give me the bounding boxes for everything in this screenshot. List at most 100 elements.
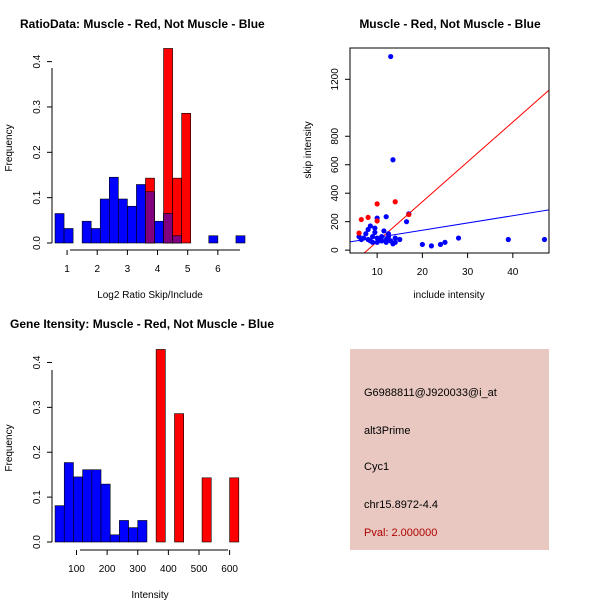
red-point [406, 211, 412, 218]
scatter-points [356, 53, 548, 249]
red-point [374, 218, 380, 224]
blue-bar [91, 469, 102, 543]
y-tick-label: 200 [330, 213, 341, 230]
y-tick-label: 0.0 [32, 236, 43, 250]
ratio-histogram-panel: RatioData: Muscle - Red, Not Muscle - Bl… [4, 17, 265, 301]
pval-text: Pval: 2.000000 [364, 527, 437, 539]
scatter-y-label: skip intensity [303, 121, 314, 178]
red-bar [181, 113, 192, 244]
x-tick-label: 400 [160, 564, 177, 575]
info-panel: G6988811@J920033@i_at alt3Prime Cyc1 chr… [350, 349, 549, 550]
blue-point [392, 235, 398, 241]
blue-bar [109, 534, 120, 543]
blue-point [419, 241, 425, 248]
intensity-chart-title: Gene Itensity: Muscle - Red, Not Muscle … [10, 317, 274, 331]
blue-point [437, 241, 444, 248]
blue-bar [73, 476, 83, 543]
y-tick-label: 0.4 [32, 355, 43, 369]
blue-point [381, 228, 387, 234]
blue-bar [154, 220, 164, 244]
blue-bar [99, 198, 110, 244]
y-tick-label: 600 [330, 156, 341, 173]
blue-point [360, 235, 367, 241]
x-tick-label: 500 [191, 564, 208, 575]
location-text: chr15.8972-4.4 [364, 499, 438, 511]
y-tick-label: 800 [330, 127, 341, 144]
blue-bar [136, 184, 146, 244]
blue-bar [63, 228, 74, 244]
blue-point [403, 219, 410, 225]
blue-point [383, 239, 389, 245]
blue-bar [208, 235, 219, 244]
blue-point [379, 234, 385, 240]
scatter-chart-title: Muscle - Red, Not Muscle - Blue [359, 17, 541, 31]
y-tick-label: 0.1 [32, 190, 43, 204]
x-tick-label: 6 [215, 264, 221, 275]
blue-bar [63, 462, 74, 543]
blue-point [372, 225, 378, 231]
intensity-bars [54, 349, 240, 543]
scatter-plot-box [349, 47, 550, 254]
y-tick-label: 0.3 [32, 400, 43, 414]
blue-bar [137, 520, 148, 543]
blue-bar [127, 205, 137, 244]
blue-point [505, 236, 511, 243]
blue-point [390, 157, 396, 163]
blue-bar [100, 483, 111, 543]
blue-bar [235, 235, 246, 244]
red-bar [201, 477, 212, 543]
scatter-y-ticks: 0 200 400 600 800 1200 [330, 68, 350, 253]
red-bar [155, 349, 166, 543]
overlap-bar [163, 213, 173, 244]
blue-bar [90, 228, 101, 244]
blue-point [370, 239, 376, 245]
blue-point [370, 234, 376, 240]
ratio-y-ticks: 0.0 0.1 0.2 0.3 0.4 [32, 54, 52, 250]
red-point [392, 199, 398, 205]
blue-bar [119, 520, 129, 543]
x-tick-label: 600 [221, 564, 238, 575]
intensity-histogram-panel: Gene Itensity: Muscle - Red, Not Muscle … [4, 317, 274, 600]
event-type-text: alt3Prime [364, 425, 410, 437]
red-bar [174, 413, 184, 543]
blue-bar [108, 176, 119, 244]
blue-point [428, 243, 435, 249]
intensity-y-label: Frequency [4, 424, 15, 471]
blue-point [385, 234, 392, 240]
blue-bar [82, 469, 93, 543]
red-bar [172, 177, 182, 244]
overlap-bar [145, 191, 155, 244]
blue-bar [54, 505, 65, 543]
scatter-x-label: include intensity [413, 290, 484, 301]
red-point [374, 201, 380, 207]
x-tick-label: 2 [94, 264, 100, 275]
x-tick-label: 20 [417, 267, 429, 278]
x-tick-label: 5 [185, 264, 191, 275]
scatter-regression-lines [349, 89, 550, 254]
x-tick-label: 40 [507, 267, 519, 278]
blue-point [392, 239, 398, 245]
intensity-x-ticks: 100 200 300 400 500 600 [68, 550, 238, 575]
y-tick-label: 0.3 [32, 100, 43, 114]
red-bar [229, 477, 240, 543]
gene-name-text: Cyc1 [364, 461, 389, 473]
y-tick-label: 400 [330, 184, 341, 201]
blue-point [541, 236, 548, 243]
intensity-x-label: Intensity [131, 590, 168, 600]
probe-id-text: G6988811@J920033@i_at [364, 387, 497, 399]
x-tick-label: 3 [125, 264, 131, 275]
x-tick-label: 100 [68, 564, 85, 575]
x-tick-label: 4 [155, 264, 161, 275]
x-tick-label: 10 [372, 267, 384, 278]
info-background [350, 349, 549, 550]
blue-point [379, 238, 385, 244]
x-tick-label: 300 [129, 564, 146, 575]
blue-point [363, 231, 369, 237]
y-tick-label: 0.0 [32, 535, 43, 549]
blue-bar [128, 527, 139, 543]
blue-bar [118, 198, 128, 244]
blue-point [367, 223, 373, 229]
ratio-x-ticks: 1 2 3 4 5 6 [64, 250, 221, 275]
y-tick-label: 0.4 [32, 54, 43, 68]
